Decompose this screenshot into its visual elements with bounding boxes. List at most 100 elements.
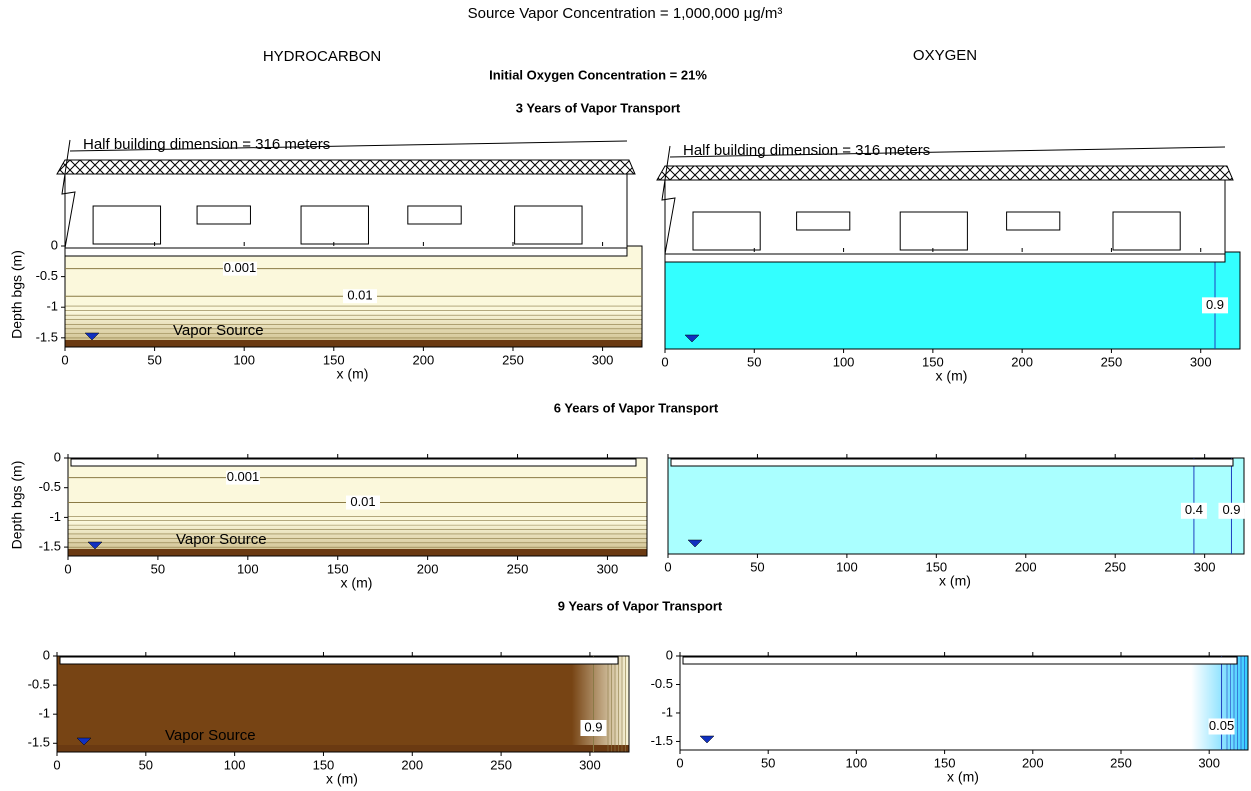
y-tick-label: -1 — [38, 706, 50, 721]
x-tick-label: 100 — [224, 757, 246, 772]
window — [93, 206, 160, 244]
x-tick-label: 0 — [661, 354, 668, 369]
x-tick-label: 50 — [147, 352, 161, 367]
x-tick-label: 50 — [750, 559, 764, 574]
x-tick-label: 100 — [846, 755, 868, 770]
slab — [60, 657, 618, 664]
x-axis-label: x (m) — [337, 366, 369, 382]
window — [693, 212, 760, 250]
contour-label: 0.9 — [1206, 297, 1224, 312]
x-tick-label: 50 — [151, 561, 165, 576]
x-tick-label: 300 — [1198, 755, 1220, 770]
y-tick-label: 0 — [51, 237, 58, 252]
x-axis-label: x (m) — [936, 368, 968, 384]
vapor-source-layer — [68, 549, 647, 556]
figure: Source Vapor Concentration = 1,000,000 μ… — [0, 0, 1251, 791]
y-tick-label: -1.5 — [28, 735, 50, 750]
vapor-source-layer — [65, 340, 642, 347]
y-tick-label: -0.5 — [36, 268, 58, 283]
slab — [665, 254, 1225, 262]
x-tick-label: 200 — [417, 561, 439, 576]
slab — [671, 459, 1233, 466]
window — [797, 212, 850, 230]
source-label: Vapor Source — [173, 322, 264, 339]
y-tick-label: -1.5 — [651, 733, 673, 748]
column-title: OXYGEN — [913, 47, 977, 64]
row-title: 6 Years of Vapor Transport — [554, 400, 719, 415]
x-tick-label: 200 — [1011, 354, 1033, 369]
field — [665, 252, 1240, 349]
subtitle: Initial Oxygen Concentration = 21% — [489, 67, 707, 82]
y-tick-label: 0 — [54, 449, 61, 464]
contour-label: 0.9 — [584, 719, 602, 734]
contour-label: 0.001 — [227, 469, 260, 484]
x-tick-label: 0 — [53, 757, 60, 772]
x-tick-label: 250 — [1104, 559, 1126, 574]
x-tick-label: 250 — [1110, 755, 1132, 770]
y-tick-label: -1.5 — [39, 539, 61, 554]
x-tick-label: 250 — [1101, 354, 1123, 369]
x-tick-label: 250 — [490, 757, 512, 772]
row-title: 9 Years of Vapor Transport — [558, 598, 723, 613]
x-tick-label: 200 — [401, 757, 423, 772]
y-axis-label: Depth bgs (m) — [9, 461, 25, 550]
window — [1007, 212, 1060, 230]
figure-title: Source Vapor Concentration = 1,000,000 μ… — [468, 5, 783, 22]
window — [408, 206, 461, 224]
x-tick-label: 300 — [1194, 559, 1216, 574]
window — [197, 206, 250, 224]
x-tick-label: 0 — [664, 559, 671, 574]
x-tick-label: 300 — [1190, 354, 1212, 369]
contour-label: 0.01 — [347, 288, 372, 303]
x-axis-label: x (m) — [947, 769, 979, 785]
slab — [683, 657, 1237, 664]
x-axis-label: x (m) — [939, 573, 971, 589]
y-tick-label: 0 — [666, 647, 673, 662]
x-tick-label: 250 — [502, 352, 524, 367]
source-label: Vapor Source — [176, 531, 267, 548]
x-axis-label: x (m) — [341, 575, 373, 591]
x-tick-label: 50 — [761, 755, 775, 770]
x-tick-label: 100 — [233, 352, 255, 367]
x-tick-label: 300 — [579, 757, 601, 772]
window — [515, 206, 582, 244]
window — [900, 212, 967, 250]
y-tick-label: -1 — [46, 299, 58, 314]
y-tick-label: -1 — [661, 704, 673, 719]
x-tick-label: 50 — [139, 757, 153, 772]
x-tick-label: 100 — [836, 559, 858, 574]
roof — [657, 166, 1233, 180]
x-tick-label: 250 — [507, 561, 529, 576]
y-tick-label: -0.5 — [28, 677, 50, 692]
window — [1113, 212, 1180, 250]
x-tick-label: 100 — [237, 561, 259, 576]
x-tick-label: 300 — [592, 352, 614, 367]
y-axis-label: Depth bgs (m) — [9, 250, 25, 339]
y-tick-label: -1.5 — [36, 329, 58, 344]
x-tick-label: 50 — [747, 354, 761, 369]
building-label: Half building dimension = 316 meters — [683, 142, 930, 159]
x-tick-label: 200 — [413, 352, 435, 367]
x-tick-label: 0 — [64, 561, 71, 576]
field — [680, 656, 1248, 750]
y-tick-label: 0 — [43, 647, 50, 662]
contour-label: 0.01 — [350, 494, 375, 509]
y-tick-label: -0.5 — [39, 479, 61, 494]
slab — [65, 248, 627, 256]
vapor-source-layer — [57, 745, 629, 752]
building-label: Half building dimension = 316 meters — [83, 136, 330, 153]
x-tick-label: 200 — [1015, 559, 1037, 574]
x-tick-label: 100 — [833, 354, 855, 369]
x-tick-label: 0 — [61, 352, 68, 367]
contour-label: 0.4 — [1185, 502, 1203, 517]
x-tick-label: 200 — [1022, 755, 1044, 770]
x-tick-label: 300 — [597, 561, 619, 576]
roof — [57, 160, 635, 174]
contour-label: 0.9 — [1222, 502, 1240, 517]
field — [57, 656, 629, 752]
slab — [71, 459, 636, 466]
column-title: HYDROCARBON — [263, 48, 381, 65]
source-label: Vapor Source — [165, 727, 256, 744]
field — [668, 458, 1244, 554]
contour-label: 0.001 — [224, 260, 257, 275]
